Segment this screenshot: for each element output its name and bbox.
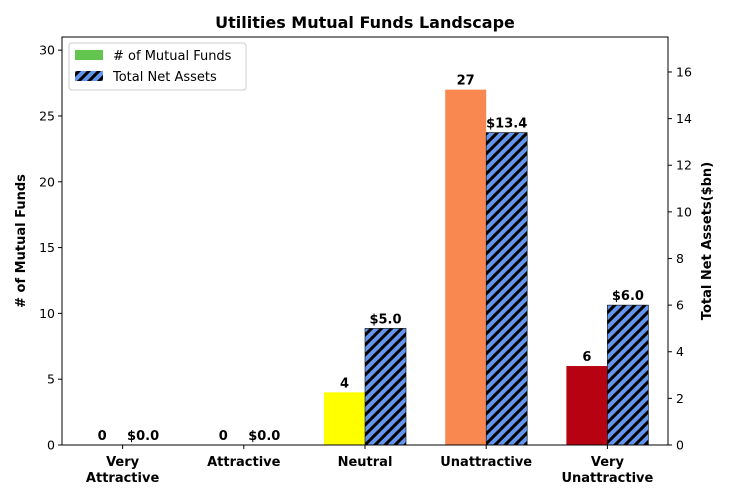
funds-bars [324,89,608,445]
data-label-funds: 4 [340,376,349,391]
left-tick-label: 25 [39,108,55,123]
data-label-funds: 27 [457,74,475,89]
right-tick-label: 0 [676,438,684,453]
data-label-assets: $5.0 [369,312,401,327]
data-label-assets: $6.0 [612,289,644,304]
left-tick-label: 15 [39,240,55,255]
bar-assets [607,304,649,446]
right-tick-label: 14 [676,111,692,126]
legend-swatch-funds [75,50,103,60]
right-axis-ticks: 0 2 4 6 8 10 12 14 16 [668,64,692,453]
legend-label-assets: Total Net Assets [112,70,217,85]
x-tick-label: Unattractive [561,471,653,486]
assets-bars [364,132,649,446]
x-tick-label: Attractive [207,455,281,470]
right-tick-label: 4 [676,344,684,359]
data-label-assets: $0.0 [127,429,159,444]
legend-swatch-assets [75,71,103,81]
right-tick-label: 6 [676,298,684,313]
right-tick-label: 10 [676,204,692,219]
x-tick-label: Neutral [338,455,393,470]
right-tick-label: 2 [676,391,684,406]
left-tick-label: 0 [47,438,55,453]
right-tick-label: 8 [676,251,684,266]
x-tick-label: Very [106,455,140,470]
legend: # of Mutual Funds Total Net Assets [68,42,247,91]
bar-funds [445,89,487,445]
left-tick-label: 10 [39,306,55,321]
legend-box [68,42,247,91]
right-axis-label: Total Net Assets($bn) [700,162,715,320]
data-label-funds: 0 [98,429,107,444]
x-tick-label: Unattractive [440,455,532,470]
left-tick-label: 5 [47,372,55,387]
data-label-assets: $0.0 [248,429,280,444]
bar-assets [364,328,407,446]
data-label-funds: 6 [582,350,591,365]
data-label-assets: $13.4 [486,117,527,132]
left-axis-label: # of Mutual Funds [14,174,29,308]
x-tick-label: Attractive [86,471,160,486]
left-tick-label: 20 [39,174,55,189]
bar-funds [566,366,608,445]
right-tick-label: 12 [676,158,692,173]
x-tick-label: Very [591,455,625,470]
chart-title: Utilities Mutual Funds Landscape [215,13,515,32]
bar-funds [324,392,365,445]
value-labels: 0 $0.0 0 $0.0 4 $5.0 27 $13.4 6 $6.0 [98,74,644,444]
right-tick-label: 16 [676,64,692,79]
bar-assets [485,132,528,446]
left-tick-label: 30 [39,43,55,58]
legend-label-funds: # of Mutual Funds [113,49,232,64]
data-label-funds: 0 [219,429,228,444]
left-axis-ticks: 0 5 10 15 20 25 30 [39,43,62,453]
